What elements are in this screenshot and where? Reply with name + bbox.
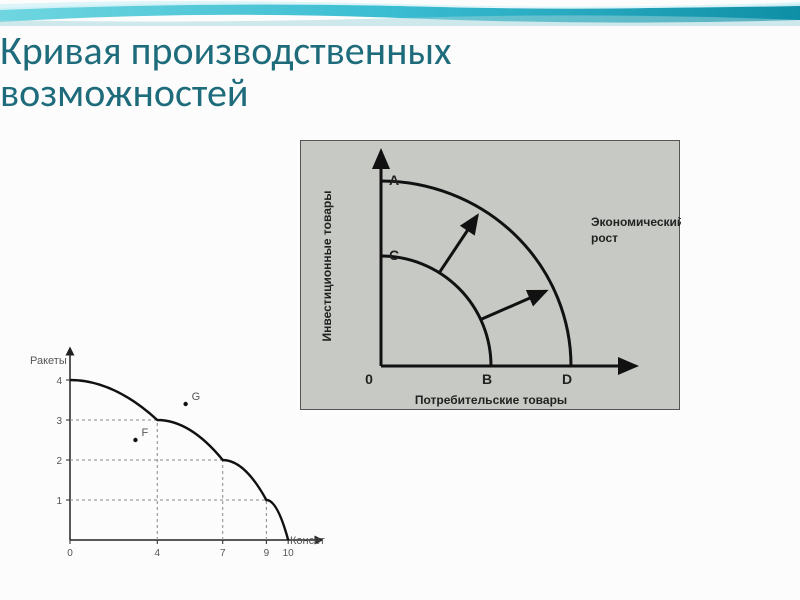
svg-text:3: 3 (56, 416, 62, 427)
svg-text:B: B (482, 371, 492, 387)
svg-text:9: 9 (264, 548, 270, 559)
slide-title: Кривая производственных возможностей (0, 30, 640, 114)
svg-text:A: A (389, 172, 399, 188)
svg-text:4: 4 (154, 548, 160, 559)
svg-text:F: F (141, 427, 148, 439)
svg-text:2: 2 (56, 456, 62, 467)
svg-text:G: G (192, 391, 201, 403)
svg-text:Инвестиционные товары: Инвестиционные товары (320, 191, 334, 342)
ppf-chart: 1 2 3 4 0 4 7 9 10 F G Ракеты Консеть (15, 340, 325, 580)
slide-top-ribbon (0, 0, 800, 26)
ppf-shift-chart: A C B D 0 Инвестиционные товары Потребительски… (300, 140, 680, 410)
svg-text:Ракеты: Ракеты (30, 355, 67, 367)
svg-text:Экономический: Экономический (591, 215, 681, 229)
svg-text:4: 4 (56, 376, 62, 387)
svg-text:Потребительские товары: Потребительские товары (415, 393, 567, 407)
svg-text:0: 0 (365, 371, 373, 387)
svg-text:7: 7 (220, 548, 226, 559)
svg-text:0: 0 (67, 548, 73, 559)
svg-text:10: 10 (283, 548, 295, 559)
svg-text:Консеть: Консеть (290, 535, 325, 547)
svg-text:D: D (562, 371, 572, 387)
svg-text:1: 1 (56, 496, 62, 507)
svg-text:рост: рост (591, 231, 618, 245)
svg-text:C: C (389, 247, 399, 263)
